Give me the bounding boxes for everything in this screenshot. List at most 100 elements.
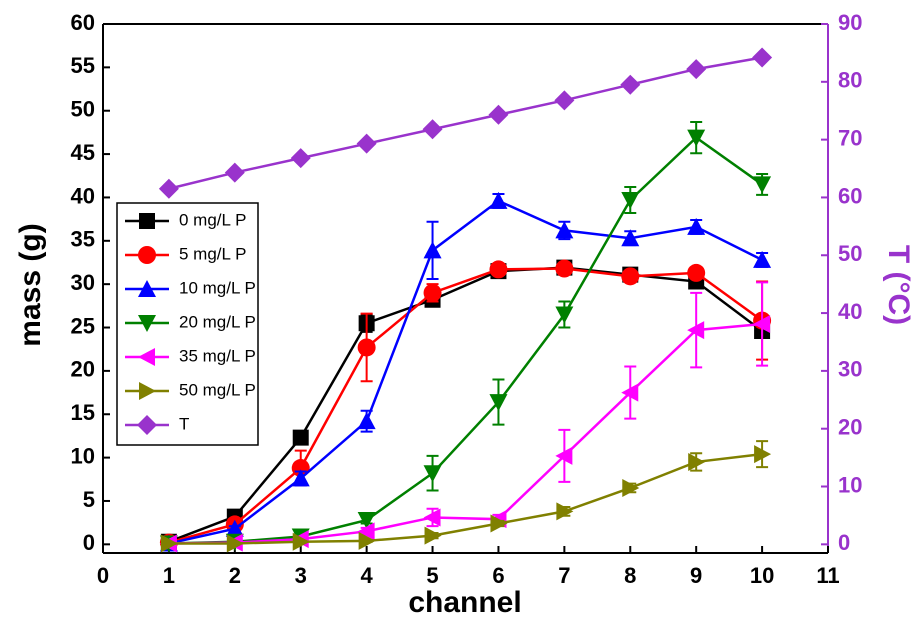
y-tick-label: 25: [71, 313, 95, 338]
marker: [687, 129, 706, 147]
y2-tick-label: 10: [838, 472, 862, 497]
y2-tick-label: 60: [838, 183, 862, 208]
y-axis-title: mass (g): [14, 223, 47, 346]
y-tick-label: 35: [71, 227, 95, 252]
marker: [423, 241, 442, 259]
x-tick-label: 1: [163, 563, 175, 588]
marker: [621, 229, 640, 247]
marker: [554, 90, 575, 111]
x-tick-label: 5: [426, 563, 438, 588]
x-tick-label: 4: [361, 563, 374, 588]
legend-marker: [137, 415, 157, 435]
marker: [423, 283, 442, 302]
y2-tick-label: 90: [838, 10, 862, 35]
marker: [555, 446, 573, 465]
legend-marker: [138, 246, 156, 264]
marker: [290, 148, 311, 169]
marker: [688, 452, 706, 471]
legend-label: 0 mg/L P: [179, 210, 246, 229]
marker: [358, 531, 376, 550]
marker: [754, 445, 772, 464]
y2-tick-label: 30: [838, 357, 862, 382]
marker: [490, 514, 508, 533]
marker: [292, 532, 310, 551]
y-tick-label: 15: [71, 400, 95, 425]
marker: [753, 250, 772, 268]
y2-tick-label: 0: [838, 530, 850, 555]
x-tick-label: 11: [816, 563, 839, 588]
series-line: [168, 199, 763, 545]
legend-marker: [138, 280, 156, 297]
x-tick-label: 10: [750, 563, 774, 588]
legend-marker: [139, 213, 155, 229]
marker: [424, 526, 442, 545]
y2-tick-label: 80: [838, 68, 862, 93]
x-tick-label: 7: [558, 563, 570, 588]
marker: [488, 104, 509, 125]
series: [160, 440, 772, 553]
series-line: [168, 452, 763, 545]
y-tick-label: 5: [83, 487, 95, 512]
x-tick-label: 2: [229, 563, 241, 588]
marker: [686, 59, 707, 80]
marker: [621, 383, 639, 402]
marker: [621, 192, 640, 210]
marker: [357, 512, 376, 530]
marker: [357, 522, 375, 541]
y-tick-label: 50: [71, 97, 95, 122]
series-line: [168, 135, 763, 545]
y-tick-label: 55: [71, 53, 95, 78]
series-line: [168, 267, 763, 544]
series: [159, 191, 772, 552]
y2-axis-title: T (°C): [882, 245, 915, 325]
marker: [621, 267, 640, 286]
y2-tick-label: 40: [838, 299, 862, 324]
marker: [160, 534, 178, 553]
legend-label: T: [179, 414, 189, 433]
x-tick-label: 3: [295, 563, 307, 588]
x-tick-label: 0: [97, 563, 109, 588]
marker: [291, 459, 310, 478]
y-tick-label: 0: [83, 530, 95, 555]
marker: [555, 259, 574, 278]
marker: [423, 508, 441, 527]
x-axis-title: channel: [408, 586, 521, 619]
legend-label: 50 mg/L P: [179, 380, 256, 399]
y-tick-label: 40: [71, 183, 95, 208]
marker: [224, 162, 245, 183]
marker: [225, 519, 244, 537]
marker: [620, 74, 641, 95]
marker: [555, 306, 574, 324]
marker: [226, 534, 244, 553]
marker: [687, 321, 705, 340]
marker: [489, 394, 508, 412]
marker: [489, 191, 508, 209]
marker: [556, 502, 574, 521]
marker: [753, 315, 771, 334]
marker: [356, 133, 377, 154]
x-tick-label: 9: [690, 563, 702, 588]
legend-label: 10 mg/L P: [179, 278, 256, 297]
legend-label: 5 mg/L P: [179, 244, 246, 263]
marker: [357, 338, 376, 357]
y-tick-label: 60: [71, 10, 95, 35]
y2-tick-label: 50: [838, 241, 862, 266]
y2-tick-label: 20: [838, 415, 862, 440]
marker: [422, 119, 443, 140]
y-tick-label: 10: [71, 443, 95, 468]
legend-label: 20 mg/L P: [179, 312, 256, 331]
series: [158, 47, 773, 199]
y-tick-label: 30: [71, 270, 95, 295]
marker: [292, 429, 309, 446]
series-line: [168, 322, 763, 545]
marker: [687, 217, 706, 235]
marker: [423, 465, 442, 483]
marker: [489, 260, 508, 279]
marker: [752, 47, 773, 68]
legend-marker: [139, 382, 156, 400]
marker: [753, 176, 772, 194]
legend-label: 35 mg/L P: [179, 346, 256, 365]
legend-marker: [138, 315, 156, 332]
marker: [555, 221, 574, 239]
